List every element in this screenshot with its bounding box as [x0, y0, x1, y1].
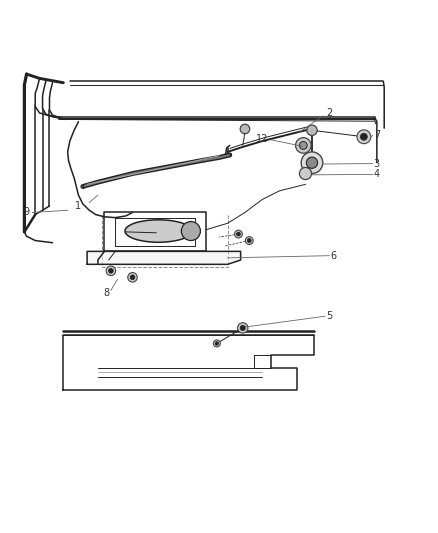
Circle shape: [213, 340, 220, 347]
Circle shape: [109, 269, 113, 273]
Circle shape: [130, 275, 135, 280]
Text: 9: 9: [24, 207, 30, 217]
Circle shape: [307, 125, 317, 135]
Circle shape: [181, 222, 201, 240]
Polygon shape: [87, 252, 240, 264]
Text: 6: 6: [331, 251, 337, 261]
Text: 7: 7: [374, 131, 380, 141]
Text: 5: 5: [326, 311, 332, 321]
Circle shape: [306, 157, 318, 168]
Text: 8: 8: [103, 288, 110, 298]
Circle shape: [237, 322, 248, 333]
Circle shape: [245, 237, 253, 245]
Circle shape: [301, 152, 323, 174]
Circle shape: [360, 133, 367, 140]
Circle shape: [296, 138, 311, 153]
Ellipse shape: [125, 220, 192, 243]
Circle shape: [106, 266, 116, 276]
Text: 4: 4: [374, 169, 380, 180]
Text: 2: 2: [326, 108, 332, 118]
Circle shape: [247, 239, 251, 243]
Circle shape: [300, 167, 311, 180]
Circle shape: [215, 342, 219, 345]
Text: 3: 3: [374, 159, 380, 168]
Circle shape: [128, 272, 137, 282]
Text: 1: 1: [75, 201, 81, 211]
Circle shape: [237, 232, 240, 236]
Text: 12: 12: [256, 134, 268, 144]
Circle shape: [240, 124, 250, 134]
Circle shape: [235, 230, 242, 238]
Circle shape: [300, 142, 307, 149]
Circle shape: [240, 325, 245, 330]
Circle shape: [357, 130, 371, 144]
